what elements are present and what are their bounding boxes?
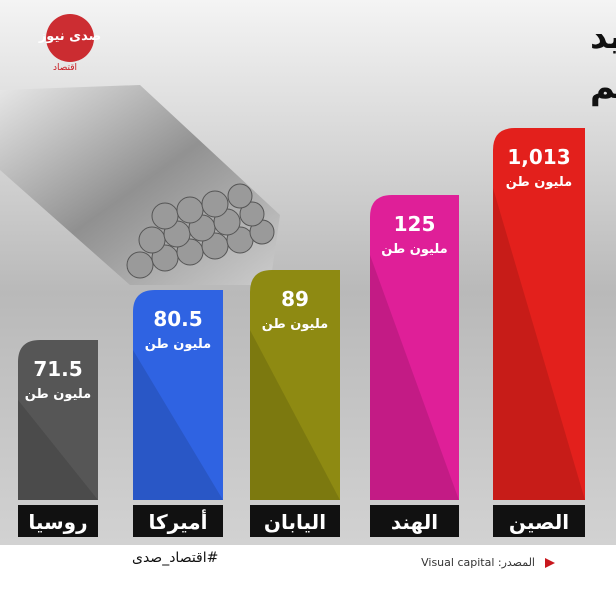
country-label: الصين bbox=[509, 510, 569, 534]
bar-value: 89 bbox=[281, 287, 309, 311]
country-box bbox=[133, 505, 223, 537]
country-label: روسيا bbox=[28, 510, 87, 534]
bars: 1,013 مليون طن الصين 125 مليون طن الهند 89 مليو… bbox=[18, 128, 585, 537]
country-box bbox=[493, 505, 585, 537]
logo: صدى نيوز اقتصاد bbox=[38, 14, 101, 73]
country-label: اليابان bbox=[264, 510, 326, 534]
bar bbox=[133, 290, 223, 500]
logo-subtext: اقتصاد bbox=[53, 63, 77, 73]
footer-band bbox=[0, 545, 616, 585]
bar-value: 71.5 bbox=[33, 357, 82, 381]
bar bbox=[493, 128, 585, 500]
bar-shade bbox=[133, 350, 223, 500]
country-box bbox=[250, 505, 340, 537]
country-box bbox=[370, 505, 459, 537]
logo-text: صدى نيوز bbox=[38, 29, 101, 44]
title-line-2: في العالم bbox=[590, 67, 616, 107]
bar-unit: مليون طن bbox=[506, 175, 572, 190]
source-icon bbox=[545, 558, 555, 568]
hashtag: #اقتصاد_صدى bbox=[132, 550, 218, 566]
bar-unit: مليون طن bbox=[145, 337, 211, 352]
bar-value: 80.5 bbox=[153, 307, 202, 331]
bar-shade bbox=[250, 330, 340, 500]
bar-value: 125 bbox=[394, 212, 436, 236]
bar-value: 1,013 bbox=[507, 145, 570, 169]
country-label: أميركا bbox=[149, 508, 208, 534]
bar bbox=[18, 340, 98, 500]
bar-unit: مليون طن bbox=[381, 242, 447, 257]
source: المصدر: Visual capital bbox=[421, 556, 535, 569]
bar bbox=[370, 195, 459, 500]
bar-unit: مليون طن bbox=[262, 317, 328, 332]
bar-shade bbox=[370, 255, 459, 500]
title-line-1: كبار منتجي الحديد bbox=[590, 17, 616, 57]
country-label: الهند bbox=[391, 510, 438, 534]
bar-shade bbox=[493, 188, 585, 500]
bar bbox=[250, 270, 340, 500]
bar-unit: مليون طن bbox=[25, 387, 91, 402]
country-box bbox=[18, 505, 98, 537]
bar-shade bbox=[18, 400, 98, 500]
steel-bars-image bbox=[0, 85, 280, 285]
